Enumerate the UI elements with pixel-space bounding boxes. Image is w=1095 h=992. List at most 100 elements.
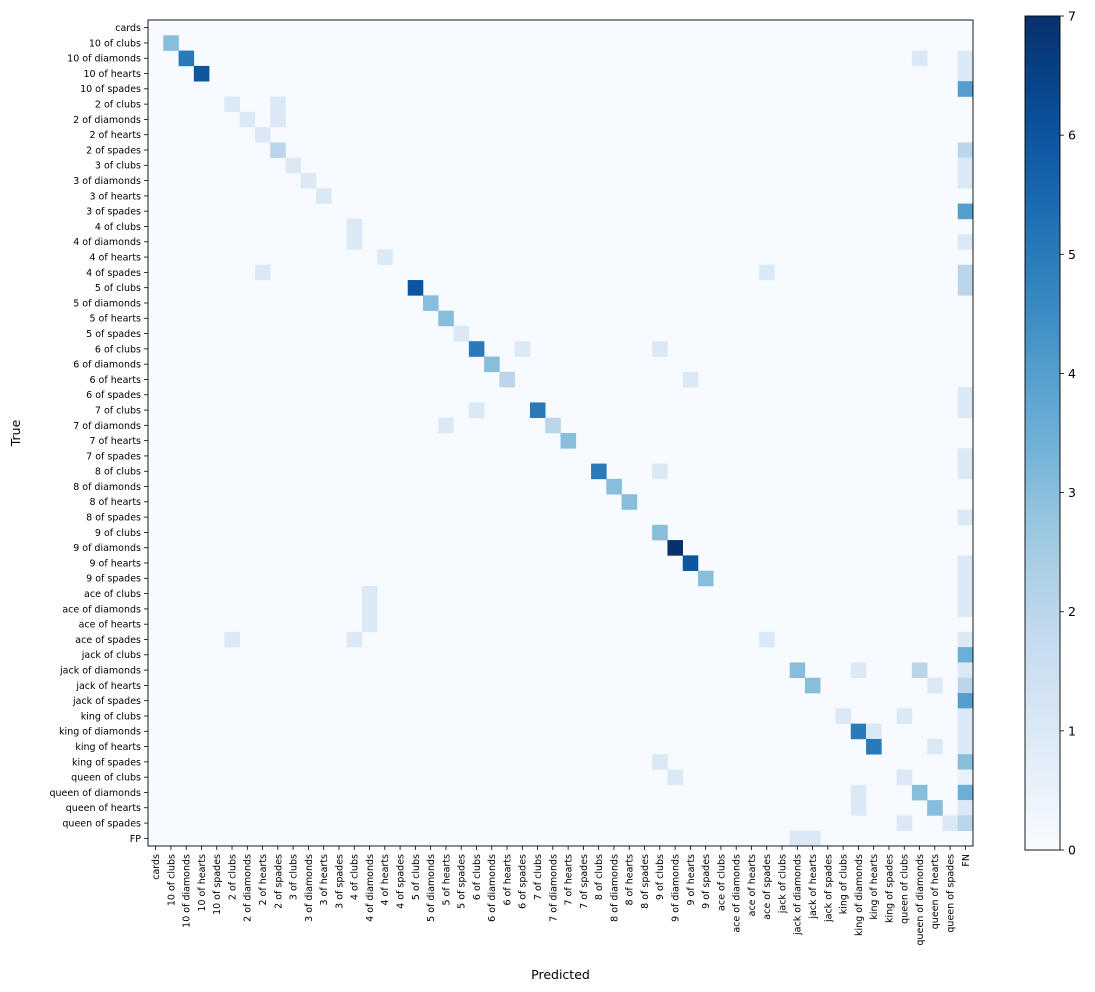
- heatmap-cell: [957, 203, 974, 220]
- heatmap-cell: [957, 631, 974, 648]
- y-tick-label: king of diamonds: [59, 727, 141, 738]
- x-tick-label: jack of clubs: [777, 854, 788, 914]
- heatmap-cell: [224, 631, 240, 648]
- heatmap-cell: [927, 800, 943, 816]
- x-axis-ticks: cards 10 of clubs 10 of diamonds 10 of hear…: [151, 846, 972, 946]
- heatmap-cell: [957, 693, 974, 709]
- heatmap-cell: [163, 35, 179, 51]
- heatmap-cell: [682, 371, 699, 388]
- y-tick-label: 4 of clubs: [95, 222, 141, 233]
- y-tick-label: ace of clubs: [84, 589, 141, 600]
- heatmap-cell: [759, 631, 775, 648]
- heatmap-cell: [957, 754, 974, 770]
- y-tick-label: jack of clubs: [81, 650, 141, 661]
- x-tick-label: 10 of spades: [212, 854, 223, 915]
- x-tick-label: ace of clubs: [716, 854, 727, 911]
- y-tick-label: 2 of clubs: [95, 100, 141, 111]
- y-tick-label: 10 of spades: [80, 84, 141, 95]
- y-tick-label: 6 of spades: [86, 390, 141, 401]
- x-tick-label: 10 of clubs: [166, 854, 177, 906]
- heatmap-cell: [957, 387, 974, 403]
- heatmap-cell: [911, 784, 928, 801]
- heatmap-cell: [361, 585, 378, 602]
- x-tick-label: jack of spades: [823, 854, 834, 923]
- heatmap-cell: [896, 769, 913, 786]
- heatmap-cell: [270, 96, 286, 113]
- heatmap-cell: [957, 280, 974, 296]
- x-tick-label: 3 of hearts: [319, 854, 330, 906]
- heatmap-cell: [804, 677, 821, 694]
- heatmap-cell: [866, 738, 882, 755]
- x-tick-label: 4 of diamonds: [365, 854, 376, 922]
- y-tick-label: 3 of clubs: [95, 161, 141, 172]
- y-tick-label: ace of hearts: [79, 620, 141, 631]
- y-tick-label: 3 of hearts: [89, 191, 141, 202]
- heatmap-cell: [667, 540, 684, 556]
- y-tick-label: 9 of spades: [86, 574, 141, 585]
- x-tick-label: 7 of hearts: [564, 854, 575, 906]
- y-tick-label: queen of diamonds: [49, 788, 141, 799]
- y-tick-label: 3 of diamonds: [73, 176, 141, 187]
- heatmap-cell: [224, 96, 240, 113]
- heatmap-cell: [468, 341, 485, 357]
- x-tick-label: 6 of spades: [518, 854, 529, 909]
- y-tick-label: 6 of clubs: [95, 344, 141, 355]
- heatmap-cell: [499, 371, 515, 388]
- y-tick-label: 8 of hearts: [89, 497, 141, 508]
- x-tick-label: 8 of spades: [640, 854, 651, 909]
- x-tick-label: queen of hearts: [930, 854, 941, 929]
- heatmap-cell: [377, 249, 393, 266]
- heatmap-cell: [866, 723, 882, 740]
- heatmap-cell: [545, 417, 561, 434]
- x-tick-label: 3 of diamonds: [304, 854, 315, 922]
- heatmap-cell: [850, 784, 867, 801]
- x-tick-label: 6 of diamonds: [487, 854, 498, 922]
- heatmap-cell: [957, 402, 974, 419]
- heatmap-cell: [850, 662, 867, 679]
- heatmap-cell: [652, 341, 668, 357]
- x-tick-label: 10 of diamonds: [182, 854, 193, 928]
- x-tick-label: FN: [961, 854, 972, 867]
- heatmap-cell: [957, 448, 974, 464]
- heatmap-cell: [652, 754, 668, 770]
- heatmap-cell: [957, 234, 974, 250]
- heatmap-cell: [850, 723, 867, 740]
- y-tick-label: 7 of diamonds: [73, 421, 141, 432]
- y-tick-label: 8 of diamonds: [73, 482, 141, 493]
- heatmap-cell: [591, 463, 607, 480]
- x-tick-label: king of diamonds: [854, 854, 865, 936]
- y-tick-label: jack of diamonds: [59, 665, 141, 676]
- heatmap-cell: [957, 585, 974, 602]
- y-tick-label: queen of hearts: [66, 803, 141, 814]
- heatmap-cell: [438, 310, 454, 327]
- heatmap-cell: [652, 524, 668, 541]
- heatmap-cell: [300, 172, 317, 189]
- heatmap-cell: [667, 769, 684, 786]
- x-tick-label: 7 of diamonds: [548, 854, 559, 922]
- heatmap-cell: [957, 81, 974, 97]
- colorbar-tick-label: 5: [1068, 247, 1076, 262]
- heatmap-cell: [178, 50, 195, 67]
- heatmap-cell: [789, 830, 806, 847]
- y-tick-label: 10 of hearts: [83, 69, 141, 80]
- y-tick-label: 9 of diamonds: [73, 543, 141, 554]
- x-tick-label: 9 of hearts: [686, 854, 697, 906]
- heatmap-cell: [957, 555, 974, 571]
- x-tick-label: cards: [151, 854, 162, 880]
- heatmap-cell: [529, 402, 546, 419]
- heatmap-cell: [453, 325, 470, 342]
- colorbar-frame: [1024, 15, 1061, 851]
- y-tick-label: 5 of hearts: [89, 314, 141, 325]
- y-axis-label: True: [8, 419, 23, 447]
- colorbar-tick-label: 1: [1068, 723, 1076, 738]
- heatmap-cell: [957, 662, 974, 679]
- x-tick-label: 6 of clubs: [472, 854, 483, 900]
- heatmap-cell: [957, 172, 974, 189]
- colorbar-tick-label: 3: [1068, 485, 1076, 500]
- x-tick-label: 6 of hearts: [502, 854, 513, 906]
- heatmap-cell: [957, 509, 974, 526]
- x-tick-label: jack of diamonds: [793, 854, 804, 936]
- x-tick-label: ace of diamonds: [732, 854, 743, 933]
- y-tick-label: 9 of hearts: [89, 558, 141, 569]
- y-tick-label: king of hearts: [75, 742, 141, 753]
